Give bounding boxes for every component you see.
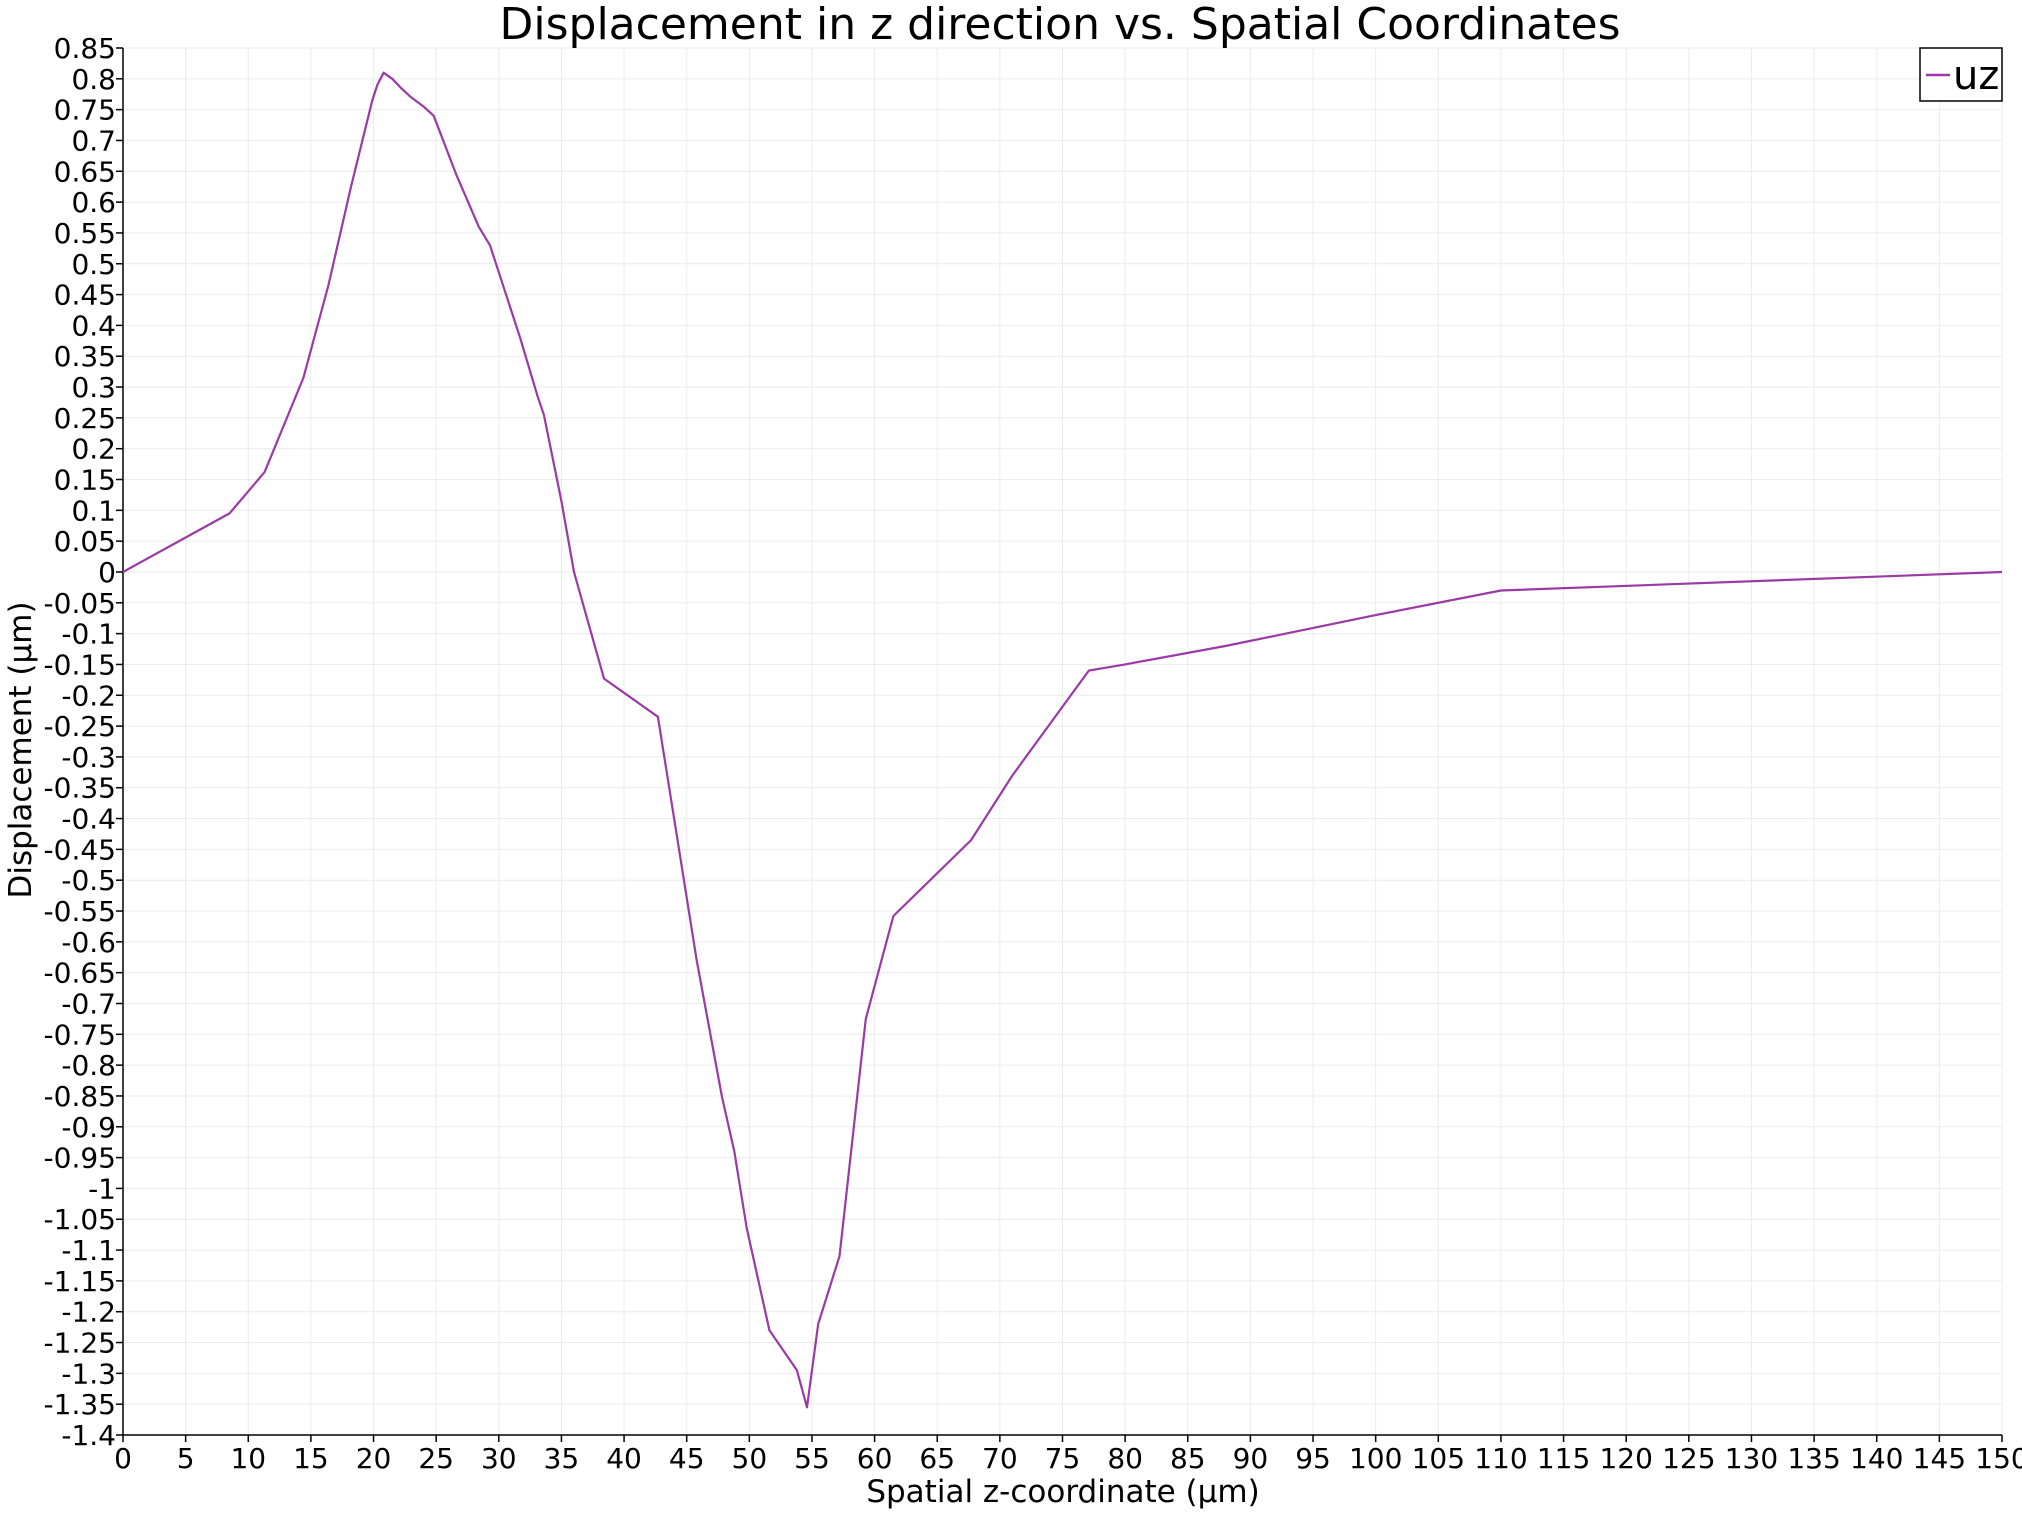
legend-label-uz: uz <box>1953 53 1999 99</box>
y-tick-label: -1.15 <box>44 1265 116 1298</box>
y-tick-label: -0.85 <box>44 1080 116 1113</box>
x-tick-label: 85 <box>1170 1442 1206 1475</box>
grid <box>122 47 2003 1436</box>
y-ticks: 0.850.80.750.70.650.60.550.50.450.40.350… <box>44 32 123 1452</box>
x-tick-label: 120 <box>1599 1442 1652 1475</box>
x-tick-label: 55 <box>794 1442 830 1475</box>
y-tick-label: -0.75 <box>44 1018 116 1051</box>
y-tick-label: -0.9 <box>61 1111 116 1144</box>
y-tick-label: -1.3 <box>61 1357 116 1390</box>
x-tick-label: 35 <box>544 1442 580 1475</box>
y-tick-label: 0.5 <box>71 248 116 281</box>
y-tick-label: 0.1 <box>71 494 116 527</box>
y-tick-label: -1 <box>88 1172 116 1205</box>
y-tick-label: 0.25 <box>54 402 116 435</box>
y-tick-label: 0 <box>98 556 116 589</box>
y-tick-label: -0.45 <box>44 833 116 866</box>
y-tick-label: 0.6 <box>71 186 116 219</box>
y-tick-label: -0.95 <box>44 1142 116 1175</box>
y-tick-label: 0.45 <box>54 279 116 312</box>
x-tick-label: 125 <box>1662 1442 1715 1475</box>
y-axis-label: Displacement (μm) <box>3 601 39 898</box>
y-tick-label: -1.05 <box>44 1203 116 1236</box>
y-tick-label: -0.5 <box>61 864 116 897</box>
y-tick-label: -0.8 <box>61 1049 116 1082</box>
legend: uz <box>1919 47 2003 102</box>
x-tick-label: 105 <box>1412 1442 1465 1475</box>
x-tick-label: 70 <box>982 1442 1018 1475</box>
x-tick-label: 95 <box>1295 1442 1331 1475</box>
y-tick-label: -1.35 <box>44 1388 116 1421</box>
x-tick-label: 45 <box>669 1442 705 1475</box>
y-tick-label: -0.2 <box>61 679 116 712</box>
y-tick-label: -1.1 <box>61 1234 116 1267</box>
y-tick-label: -1.4 <box>61 1419 116 1452</box>
series <box>122 71 2003 1409</box>
y-tick-label: -0.05 <box>44 587 116 620</box>
x-tick-label: 50 <box>732 1442 768 1475</box>
x-tick-label: 40 <box>606 1442 642 1475</box>
y-tick-label: 0.75 <box>54 94 116 127</box>
y-tick-label: -1.25 <box>44 1327 116 1360</box>
y-tick-label: 0.7 <box>71 124 116 157</box>
x-tick-label: 20 <box>356 1442 392 1475</box>
x-tick-label: 5 <box>177 1442 195 1475</box>
x-tick-label: 65 <box>919 1442 955 1475</box>
x-tick-label: 30 <box>481 1442 517 1475</box>
y-tick-label: 0.2 <box>71 433 116 466</box>
x-tick-label: 15 <box>293 1442 329 1475</box>
y-tick-label: -0.65 <box>44 957 116 990</box>
y-tick-label: -1.2 <box>61 1296 116 1329</box>
x-tick-label: 80 <box>1107 1442 1143 1475</box>
x-tick-label: 60 <box>857 1442 893 1475</box>
y-tick-label: 0.85 <box>54 32 116 65</box>
x-tick-label: 0 <box>114 1442 132 1475</box>
y-tick-label: -0.6 <box>61 926 116 959</box>
y-tick-label: -0.7 <box>61 987 116 1020</box>
x-tick-label: 150 <box>1975 1442 2022 1475</box>
x-tick-label: 100 <box>1349 1442 1402 1475</box>
x-tick-label: 115 <box>1537 1442 1590 1475</box>
y-tick-label: -0.15 <box>44 648 116 681</box>
y-tick-label: 0.55 <box>54 217 116 250</box>
x-tick-label: 135 <box>1787 1442 1840 1475</box>
y-tick-label: -0.4 <box>61 803 116 836</box>
x-tick-label: 140 <box>1850 1442 1903 1475</box>
x-axis-label: Spatial z-coordinate (μm) <box>866 1474 1259 1510</box>
x-tick-label: 25 <box>418 1442 454 1475</box>
x-tick-label: 130 <box>1725 1442 1778 1475</box>
y-tick-label: 0.4 <box>71 309 116 342</box>
y-tick-label: -0.35 <box>44 772 116 805</box>
y-tick-label: -0.25 <box>44 710 116 743</box>
y-tick-label: 0.35 <box>54 340 116 373</box>
y-tick-label: 0.8 <box>71 63 116 96</box>
x-tick-label: 10 <box>230 1442 266 1475</box>
x-tick-label: 145 <box>1913 1442 1966 1475</box>
chart-title: Displacement in z direction vs. Spatial … <box>500 0 1621 50</box>
series-line-uz <box>122 71 2003 1409</box>
y-tick-label: 0.15 <box>54 464 116 497</box>
y-tick-label: 0.65 <box>54 155 116 188</box>
y-tick-label: 0.3 <box>71 371 116 404</box>
x-tick-label: 110 <box>1474 1442 1527 1475</box>
y-tick-label: -0.1 <box>61 618 116 651</box>
y-tick-label: 0.05 <box>54 525 116 558</box>
x-tick-label: 90 <box>1233 1442 1269 1475</box>
y-tick-label: -0.3 <box>61 741 116 774</box>
x-tick-label: 75 <box>1045 1442 1081 1475</box>
y-tick-label: -0.55 <box>44 895 116 928</box>
x-ticks: 0 5 10 15 20 25 30 35 40 45 50 55 60 65 70 75 80 85 90 95 10… <box>114 1435 2022 1475</box>
